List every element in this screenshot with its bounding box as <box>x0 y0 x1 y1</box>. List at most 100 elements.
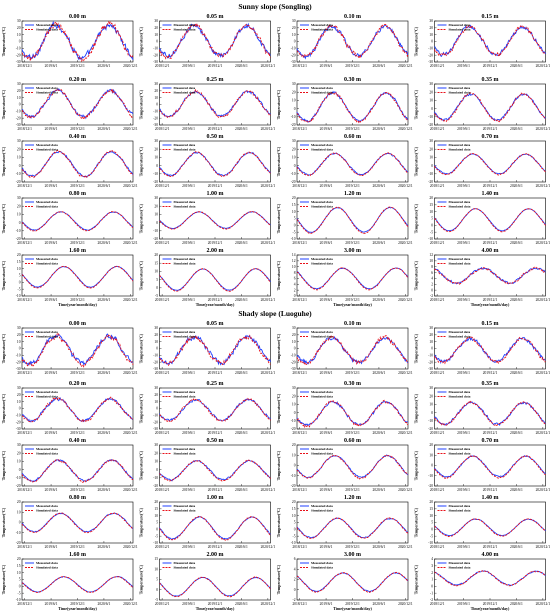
y-tick-label: -20 <box>428 484 433 488</box>
y-tick-label: 2 <box>431 282 433 286</box>
chart-panel-shady-000m: 0.00 m -30 -20 -10 0 10 20 30 2018/12/1 2019/6/1 2… <box>1 321 138 375</box>
x-tick-label: 2018/12/1 <box>155 545 170 549</box>
x-tick-label: 2020/12/1 <box>123 545 138 549</box>
y-tick-label: 20 <box>154 26 158 30</box>
x-tick-label: 2018/12/1 <box>430 64 445 68</box>
y-tick-label: -10 <box>428 237 433 241</box>
legend-label-simulated: Simulated data <box>174 28 196 32</box>
series-line-measured <box>296 206 409 234</box>
x-tick-label: 2020/6/1 <box>373 602 386 606</box>
chart-panel-sunny-030m: 0.30 m -20 -10 0 10 20 30 2018/12/1 2019/6/1 2019… <box>276 77 413 131</box>
y-tick-label: -20 <box>16 420 21 424</box>
y-tick-label: 10 <box>154 567 158 571</box>
x-tick-label: 2018/12/1 <box>17 371 32 375</box>
y-tick-label: 20 <box>17 147 21 151</box>
y-axis-label: Temperature(°C) <box>276 564 281 594</box>
y-tick-label: 0 <box>19 164 21 168</box>
legend-label-simulated: Simulated data <box>174 262 196 266</box>
y-axis-label: Temperature(°C) <box>1 146 6 176</box>
x-tick-label: 2018/12/1 <box>430 298 445 302</box>
legend-label-simulated: Simulated data <box>311 28 333 32</box>
chart-title: 0.05 m <box>207 321 224 327</box>
y-tick-label: 15 <box>17 564 21 568</box>
x-tick-label: 2019/6/1 <box>182 371 195 375</box>
y-tick-label: 0 <box>19 347 21 351</box>
x-tick-label: 2019/12/1 <box>208 64 223 68</box>
y-tick-label: -30 <box>153 123 158 127</box>
legend-label-measured: Measured data <box>311 390 333 394</box>
y-tick-label: 10 <box>429 99 433 103</box>
legend-label-simulated: Simulated data <box>36 205 58 209</box>
x-tick-label: 2019/12/1 <box>483 371 498 375</box>
x-tick-label: 2019/12/1 <box>208 602 223 606</box>
y-tick-label: -30 <box>153 367 158 371</box>
x-tick-label: 2020/6/1 <box>235 371 248 375</box>
y-tick-label: -10 <box>16 47 21 51</box>
y-tick-label: 4 <box>294 567 296 571</box>
y-tick-label: -10 <box>428 115 433 119</box>
legend-label-simulated: Simulated data <box>174 452 196 456</box>
y-tick-label: 0 <box>294 528 296 532</box>
y-tick-label: 5 <box>156 278 158 282</box>
x-tick-label: 2018/12/1 <box>430 184 445 188</box>
y-tick-label: 0 <box>294 40 296 44</box>
y-tick-label: -10 <box>291 115 296 119</box>
y-tick-label: 15 <box>292 507 296 511</box>
legend-label-simulated: Simulated data <box>449 335 471 339</box>
x-tick-label: 2019/6/1 <box>320 488 333 492</box>
chart-panel-sunny-080m: 0.80 m -20 -10 0 10 20 30 2018/12/1 2019/6/1 2019… <box>1 191 138 245</box>
chart-panel-shady-040m: 0.40 m -20 -10 0 10 20 30 2018/12/1 2019/6/1 2019… <box>1 438 138 492</box>
legend-label-measured: Measured data <box>449 23 471 27</box>
y-tick-label: 10 <box>292 403 296 407</box>
y-tick-label: 30 <box>154 443 158 447</box>
x-tick-label: 2020/6/1 <box>98 298 111 302</box>
x-tick-label: 2020/6/1 <box>373 184 386 188</box>
y-tick-label: 30 <box>154 386 158 390</box>
series-line-simulated <box>434 400 546 427</box>
x-tick-label: 2020/12/1 <box>398 488 413 492</box>
x-tick-label: 2020/12/1 <box>536 488 550 492</box>
x-tick-label: 2020/6/1 <box>235 298 248 302</box>
y-tick-label: 0 <box>19 281 21 285</box>
y-axis-label: Temperature(°C) <box>139 507 144 537</box>
chart-panel-sunny-050m: 0.50 m -20 -10 0 10 20 30 2018/12/1 2019/6/1 2019… <box>139 134 276 188</box>
y-tick-label: -2 <box>293 598 296 602</box>
series-line-measured <box>434 266 546 285</box>
y-axis-label: Temperature(°C) <box>1 89 6 119</box>
legend-label-simulated: Simulated data <box>311 148 333 152</box>
chart-panel-sunny-015m: 0.15 m -30 -20 -10 0 10 20 30 2018/12/1 2019/6/1 2… <box>414 14 550 68</box>
y-tick-label: 30 <box>429 139 433 143</box>
legend-label-simulated: Simulated data <box>174 205 196 209</box>
series-line-measured <box>296 454 409 479</box>
x-tick-label: 2020/12/1 <box>261 431 276 435</box>
y-tick-label: 8 <box>294 271 296 275</box>
legend-label-measured: Measured data <box>36 86 58 90</box>
legend-label-measured: Measured data <box>449 561 471 565</box>
y-tick-label: -20 <box>291 123 296 127</box>
chart-title: 3.00 m <box>344 552 361 558</box>
x-tick-label: 2019/6/1 <box>457 431 470 435</box>
y-tick-label: 0 <box>431 464 433 468</box>
x-tick-label: 2019/6/1 <box>457 298 470 302</box>
y-tick-label: 30 <box>154 19 158 23</box>
series-line-simulated <box>21 265 134 289</box>
x-tick-label: 2020/12/1 <box>536 64 550 68</box>
series-line-measured <box>434 518 546 537</box>
x-tick-label: 2020/12/1 <box>123 298 138 302</box>
series-line-measured <box>159 151 271 177</box>
legend-label-simulated: Simulated data <box>449 452 471 456</box>
y-tick-label: 0 <box>19 468 21 472</box>
y-tick-label: 20 <box>17 253 21 257</box>
y-tick-label: 10 <box>154 156 158 160</box>
y-tick-label: -20 <box>153 360 158 364</box>
series-line-simulated <box>434 335 546 365</box>
chart-panel-sunny-035m: 0.35 m -20 -10 0 10 20 30 2018/12/1 2019/6/1 2019… <box>414 77 550 131</box>
y-tick-label: -10 <box>291 47 296 51</box>
y-tick-label: 30 <box>17 82 21 86</box>
series-line-simulated <box>296 23 409 60</box>
y-tick-label: -10 <box>153 476 158 480</box>
x-tick-label: 2020/12/1 <box>261 184 276 188</box>
chart-panel-sunny-120m: 1.20 m -10 -5 0 5 10 15 20 2018/12/1 2019/6/1 2019… <box>276 191 413 245</box>
x-tick-label: 2019/6/1 <box>457 488 470 492</box>
y-axis-label: Temperature(°C) <box>276 203 281 233</box>
